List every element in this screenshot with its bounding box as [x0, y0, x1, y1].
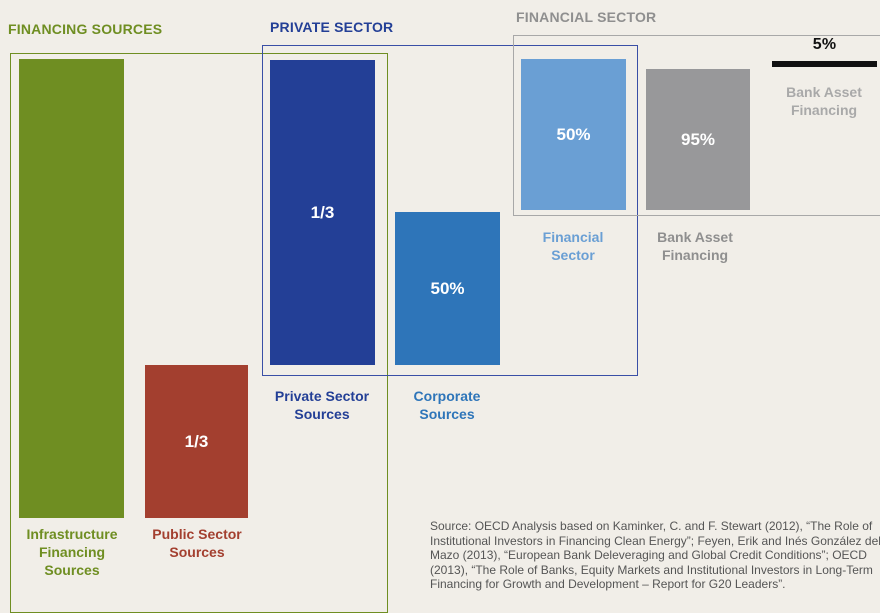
source-line: (2013), “The Role of Banks, Equity Marke…	[430, 562, 873, 577]
bar: 50%	[521, 59, 626, 210]
caption-line: Sources	[169, 544, 225, 560]
page: {"sections":{"financing":{"title":"FINAN…	[7, 9, 880, 613]
caption: Bank Asset Financing	[759, 83, 880, 119]
caption: Financial Sector	[508, 228, 638, 264]
caption-line: Financing	[38, 544, 106, 560]
caption-line: Bank Asset	[657, 229, 733, 245]
caption-line: Financing	[661, 247, 729, 263]
caption-line: Sources	[294, 406, 350, 422]
source-note: Source: OECD Analysis based on Kaminker,…	[430, 519, 880, 592]
caption: Private Sector Sources	[257, 387, 387, 423]
caption-line: Public Sector	[152, 526, 242, 542]
caption: Bank Asset Financing	[630, 228, 760, 264]
source-line: Source: OECD Analysis based on Kaminker,…	[430, 519, 873, 533]
bar	[19, 59, 124, 518]
bar: 95%	[646, 69, 750, 210]
source-line: Mazo (2013), “European Bank Deleveraging…	[430, 548, 867, 562]
bar-label: 5%	[812, 36, 837, 53]
source-line: Institutional Investors in Financing Cle…	[430, 533, 880, 548]
bar: 1/3	[270, 60, 375, 365]
section-title: FINANCING SOURCES	[8, 21, 163, 37]
bar: 1/3	[145, 365, 248, 518]
caption-line: Financing	[790, 102, 858, 118]
private-box	[262, 45, 638, 376]
caption-line: Sources	[44, 562, 100, 578]
caption-line: Financial	[542, 229, 604, 245]
caption-line: Sources	[419, 406, 475, 422]
caption-line: Infrastructure	[26, 526, 118, 542]
source-line: Financing for Growth and Development – R…	[430, 577, 786, 591]
caption: Public Sector Sources	[132, 525, 262, 561]
caption: Corporate Sources	[382, 387, 512, 423]
section-title: FINANCIAL SECTOR	[516, 9, 657, 25]
caption-line: Sector	[551, 247, 595, 263]
caption-line: Corporate	[413, 388, 481, 404]
financial-box	[513, 35, 880, 216]
caption-line: Bank Asset	[786, 84, 862, 100]
bar: 50%	[395, 212, 500, 365]
caption-line: Private Sector	[274, 388, 370, 404]
bar	[772, 61, 877, 67]
section-title: PRIVATE SECTOR	[270, 19, 394, 35]
caption: Infrastructure Financing Sources	[7, 525, 137, 579]
